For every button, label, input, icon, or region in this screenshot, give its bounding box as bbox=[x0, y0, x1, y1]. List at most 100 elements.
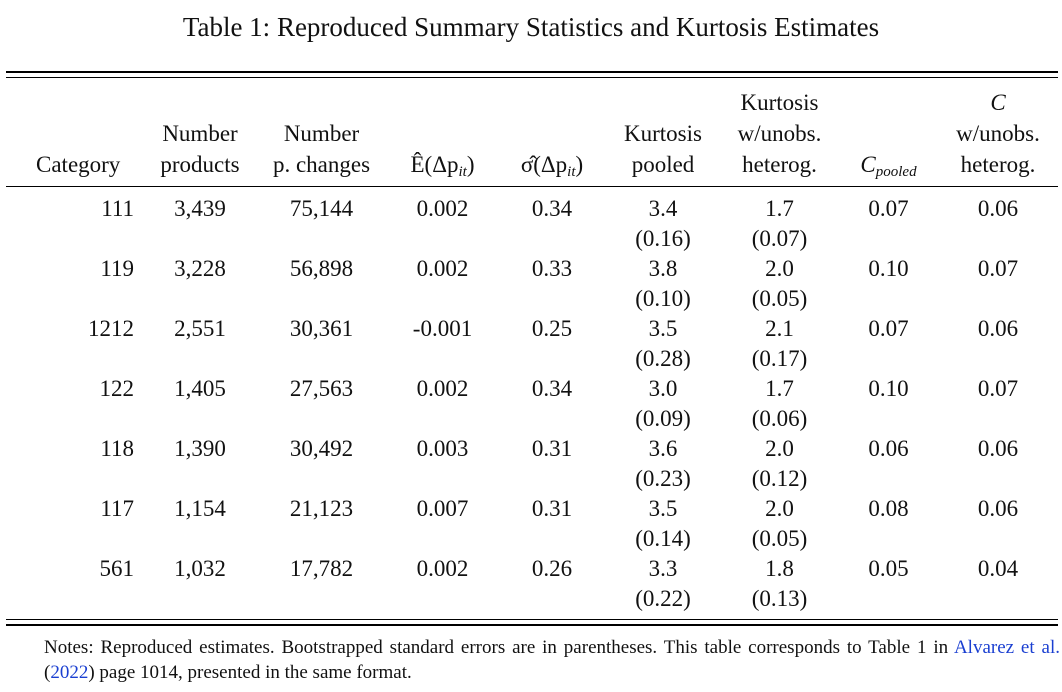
header-sd-price-change: σ̂(Δpit) bbox=[520, 152, 584, 180]
cell-c-pooled: 0.10 bbox=[868, 376, 909, 401]
cell-category: 122 bbox=[99, 376, 135, 401]
standard-error: (0.14) bbox=[635, 526, 691, 551]
top-rule-thin bbox=[6, 77, 1058, 78]
table-row: 117 1,154 21,123 0.007 0.31 3.5 (0.14) 2.… bbox=[6, 494, 1058, 554]
cell-kurtosis-pooled: 3.4 (0.16) bbox=[606, 182, 720, 254]
cell-category: 118 bbox=[100, 436, 134, 461]
standard-error: (0.13) bbox=[751, 586, 808, 611]
standard-error: (0.07) bbox=[751, 226, 808, 251]
cell-c-pooled: 0.07 bbox=[868, 196, 909, 221]
cell-num-changes: 21,123 bbox=[289, 496, 354, 521]
standard-error: (0.23) bbox=[635, 466, 691, 491]
cell-c-unobs: 0.06 bbox=[977, 496, 1019, 521]
cell-c-pooled: 0.07 bbox=[868, 316, 909, 341]
summary-statistics-table: Category Number products Number p. chang… bbox=[6, 86, 1058, 614]
cell-c-pooled: 0.08 bbox=[868, 496, 909, 521]
table-notes: Notes: Reproduced estimates. Bootstrappe… bbox=[44, 637, 1060, 683]
cell-num-changes: 17,782 bbox=[289, 556, 354, 581]
cell-category: 117 bbox=[100, 496, 134, 521]
cell-num-products: 1,032 bbox=[174, 556, 226, 581]
cell-mean: 0.002 bbox=[416, 376, 469, 401]
standard-error: (0.16) bbox=[635, 226, 691, 251]
cell-sd: 0.31 bbox=[531, 436, 573, 461]
header-c-pooled: Cpooled bbox=[860, 152, 917, 180]
cell-mean: 0.007 bbox=[416, 496, 469, 521]
cell-c-unobs: 0.06 bbox=[977, 196, 1019, 221]
header-number-price-changes: Number p. changes bbox=[272, 121, 371, 177]
cell-num-changes: 27,563 bbox=[289, 376, 354, 401]
cell-kurtosis-unobs: 2.0 (0.05) bbox=[720, 494, 839, 554]
cell-c-pooled: 0.05 bbox=[868, 556, 909, 581]
cell-num-products: 3,439 bbox=[174, 196, 226, 221]
header-rule bbox=[6, 186, 1058, 187]
bottom-rule bbox=[6, 624, 1058, 626]
table-caption: Table 1: Reproduced Summary Statistics a… bbox=[182, 12, 880, 42]
cell-c-pooled: 0.06 bbox=[868, 436, 909, 461]
cell-kurtosis-pooled: 3.3 (0.22) bbox=[606, 554, 720, 614]
cell-category: 111 bbox=[101, 196, 134, 221]
cell-kurtosis-pooled: 3.5 (0.14) bbox=[606, 494, 720, 554]
standard-error: (0.06) bbox=[751, 406, 808, 431]
header-kurtosis-unobs-heterog: Kurtosis w/unobs. heterog. bbox=[737, 90, 822, 177]
standard-error: (0.10) bbox=[635, 286, 691, 311]
cell-num-products: 1,405 bbox=[174, 376, 226, 401]
cell-kurtosis-pooled: 3.0 (0.09) bbox=[606, 374, 720, 434]
cell-kurtosis-pooled: 3.8 (0.10) bbox=[606, 254, 720, 314]
cell-mean: 0.002 bbox=[416, 256, 469, 281]
table-row: 111 3,439 75,144 0.002 0.34 3.4 (0.16) 1.… bbox=[6, 182, 1058, 254]
header-c-unobs-heterog: C w/unobs. heterog. bbox=[956, 90, 1040, 177]
cell-sd: 0.26 bbox=[531, 556, 573, 581]
header-kurtosis-pooled: Kurtosis pooled bbox=[624, 121, 702, 177]
header-row: Category Number products Number p. chang… bbox=[6, 86, 1058, 182]
cell-c-unobs: 0.06 bbox=[977, 316, 1019, 341]
cell-c-pooled: 0.10 bbox=[868, 256, 909, 281]
cell-c-unobs: 0.06 bbox=[977, 436, 1019, 461]
cell-mean: 0.002 bbox=[416, 556, 469, 581]
cell-kurtosis-unobs: 2.0 (0.12) bbox=[720, 434, 839, 494]
cell-num-products: 1,390 bbox=[174, 436, 226, 461]
cell-sd: 0.31 bbox=[531, 496, 573, 521]
bottom-rule-thin bbox=[6, 619, 1058, 620]
table-row: 119 3,228 56,898 0.002 0.33 3.8 (0.10) 2.… bbox=[6, 254, 1058, 314]
cell-num-products: 3,228 bbox=[174, 256, 226, 281]
header-number-products: Number products bbox=[160, 121, 240, 177]
cell-kurtosis-unobs: 2.1 (0.17) bbox=[720, 314, 839, 374]
citation-link-year[interactable]: 2022 bbox=[50, 662, 89, 683]
standard-error: (0.05) bbox=[751, 286, 808, 311]
cell-category: 119 bbox=[100, 256, 134, 281]
standard-error: (0.05) bbox=[751, 526, 808, 551]
cell-category: 1212 bbox=[88, 316, 134, 341]
standard-error: (0.09) bbox=[635, 406, 691, 431]
cell-mean: -0.001 bbox=[412, 316, 473, 341]
standard-error: (0.28) bbox=[635, 346, 691, 371]
standard-error: (0.22) bbox=[635, 586, 691, 611]
table-row: 1212 2,551 30,361 -0.001 0.25 3.5 (0.28) … bbox=[6, 314, 1058, 374]
cell-c-unobs: 0.04 bbox=[977, 556, 1019, 581]
cell-num-products: 2,551 bbox=[174, 316, 226, 341]
standard-error: (0.12) bbox=[751, 466, 808, 491]
cell-sd: 0.33 bbox=[531, 256, 573, 281]
cell-category: 561 bbox=[99, 556, 135, 581]
cell-kurtosis-unobs: 2.0 (0.05) bbox=[720, 254, 839, 314]
cell-mean: 0.003 bbox=[416, 436, 469, 461]
cell-mean: 0.002 bbox=[416, 196, 469, 221]
header-category: Category bbox=[36, 152, 121, 177]
cell-c-unobs: 0.07 bbox=[977, 256, 1019, 281]
cell-num-changes: 30,361 bbox=[289, 316, 354, 341]
cell-num-changes: 75,144 bbox=[289, 196, 354, 221]
header-mean-price-change: Ê(Δpit) bbox=[410, 152, 475, 180]
standard-error: (0.17) bbox=[751, 346, 808, 371]
cell-kurtosis-unobs: 1.7 (0.06) bbox=[720, 374, 839, 434]
cell-num-products: 1,154 bbox=[174, 496, 226, 521]
cell-sd: 0.34 bbox=[531, 196, 573, 221]
cell-sd: 0.34 bbox=[531, 376, 573, 401]
cell-kurtosis-unobs: 1.7 (0.07) bbox=[720, 182, 839, 254]
table-row: 118 1,390 30,492 0.003 0.31 3.6 (0.23) 2.… bbox=[6, 434, 1058, 494]
cell-kurtosis-pooled: 3.5 (0.28) bbox=[606, 314, 720, 374]
citation-link-author[interactable]: Alvarez et al. bbox=[953, 637, 1060, 658]
table-row: 122 1,405 27,563 0.002 0.34 3.0 (0.09) 1.… bbox=[6, 374, 1058, 434]
table-row: 561 1,032 17,782 0.002 0.26 3.3 (0.22) 1.… bbox=[6, 554, 1058, 614]
cell-c-unobs: 0.07 bbox=[977, 376, 1019, 401]
cell-num-changes: 30,492 bbox=[289, 436, 354, 461]
cell-kurtosis-unobs: 1.8 (0.13) bbox=[720, 554, 839, 614]
